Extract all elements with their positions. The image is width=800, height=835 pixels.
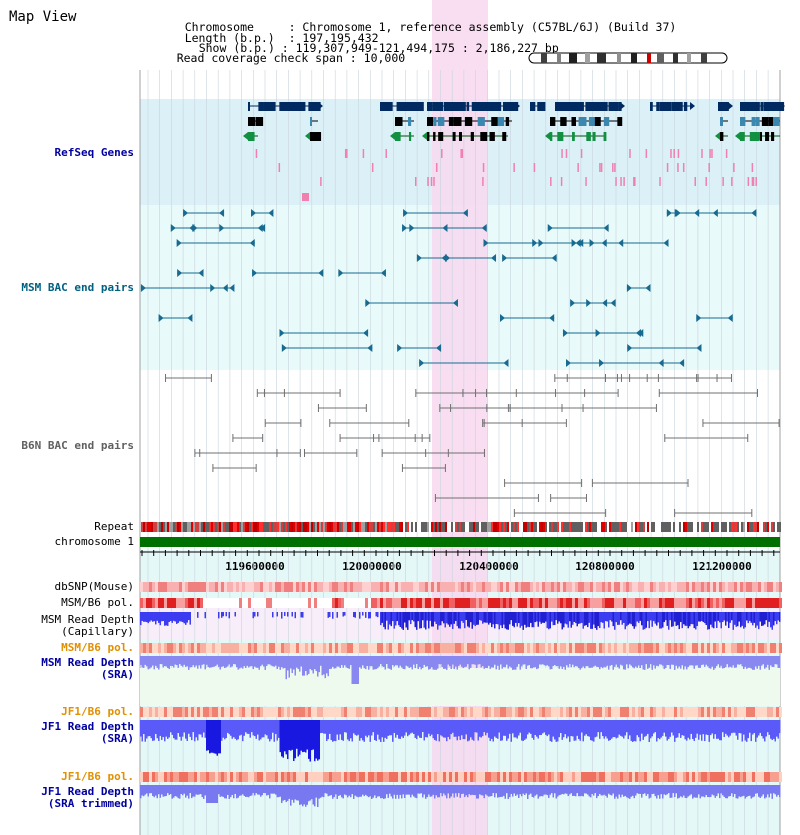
- show-info-row: Show (b.p.) : 119,307,949-121,494,175 : …: [198, 41, 559, 55]
- msm-bac-label[interactable]: MSM BAC end pairs: [21, 281, 134, 294]
- coverage-value: 10,000: [363, 51, 406, 65]
- msm-depth-capillary: [140, 612, 781, 630]
- jf1-depth-trim-label-2: (SRA trimmed): [47, 797, 134, 810]
- chromosome-bar: [140, 537, 780, 547]
- b6n-bac-label[interactable]: B6N BAC end pairs: [21, 439, 134, 452]
- jf1-depth-trim-label-1[interactable]: JF1 Read Depth: [41, 785, 134, 798]
- jf1-depth-sra-label-2: (SRA): [100, 732, 134, 745]
- chromosome-key: Chromosome: [184, 20, 254, 34]
- jf1-depth-sra: [140, 720, 781, 762]
- dbsnp-band: [140, 582, 782, 592]
- jf1-b6-pol-band-1: [140, 707, 782, 717]
- chromosome-ideogram[interactable]: [527, 51, 731, 65]
- jf1-depth-sra-label-1[interactable]: JF1 Read Depth: [41, 720, 134, 733]
- coverage-key: Read coverage check span: [176, 51, 343, 65]
- msm-depth-sra: [140, 656, 781, 706]
- msm-depth-cap-label-2: (Capillary): [61, 625, 134, 638]
- msm-depth-cap-label-1[interactable]: MSM Read Depth: [41, 613, 134, 626]
- jf1-b6-pol-band-2: [140, 772, 782, 782]
- dbsnp-label[interactable]: dbSNP(Mouse): [54, 580, 134, 593]
- axis-tick-4: 120800000: [575, 560, 635, 573]
- chromosome-label[interactable]: chromosome 1: [54, 535, 134, 548]
- axis-ruler: [140, 550, 780, 556]
- msm-b6-pol-band-2: [140, 643, 782, 653]
- view-title: Map View: [9, 9, 77, 25]
- show-value: 119,307,949-121,494,175 : 2,186,227 bp: [295, 41, 559, 55]
- msm-b6-pol-band-1: [140, 598, 782, 608]
- msm-depth-sra-label-2: (SRA): [100, 668, 134, 681]
- coverage-info-row: Read coverage check span : 10,000: [176, 51, 406, 65]
- jf1-b6-pol-label-2[interactable]: JF1/B6 pol.: [61, 770, 134, 783]
- axis-tick-2: 120000000: [342, 560, 402, 573]
- chromosome-value: Chromosome 1, reference assembly (C57BL/…: [302, 20, 677, 34]
- chromosome-info-row: Chromosome : Chromosome 1, reference ass…: [184, 20, 677, 34]
- jf1-depth-trimmed: [140, 785, 781, 807]
- refseq-genes: [243, 102, 785, 201]
- repeat-label[interactable]: Repeat: [94, 520, 134, 533]
- show-key: Show (b.p.): [198, 41, 275, 55]
- axis-tick-1: 119600000: [225, 560, 285, 573]
- msm-b6-pol-label-1[interactable]: MSM/B6 pol.: [61, 596, 134, 609]
- repeat-track: [141, 522, 781, 532]
- length-key: Length (b.p.): [184, 31, 275, 45]
- msm-b6-pol-label-2[interactable]: MSM/B6 pol.: [61, 641, 134, 654]
- msm-bac-pairs: [140, 209, 757, 367]
- msm-depth-sra-label-1[interactable]: MSM Read Depth: [41, 656, 134, 669]
- length-info-row: Length (b.p.) : 197,195,432: [184, 31, 379, 45]
- axis-tick-3: 120400000: [459, 560, 519, 573]
- refseq-genes-label[interactable]: RefSeq Genes: [54, 146, 134, 159]
- b6n-bac-pairs: [165, 374, 780, 517]
- length-value: 197,195,432: [302, 31, 379, 45]
- axis-tick-5: 121200000: [692, 560, 752, 573]
- jf1-b6-pol-label-1[interactable]: JF1/B6 pol.: [61, 705, 134, 718]
